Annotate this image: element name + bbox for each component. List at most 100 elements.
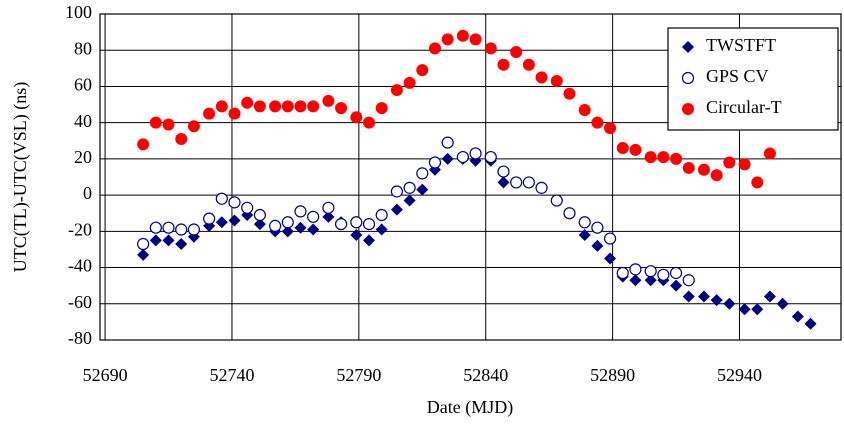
point [375,208,388,222]
point [723,156,736,169]
point [428,42,441,55]
y-axis-label: UTC(TL)-UTC(VSL) (ns) [10,82,31,272]
point [416,167,429,180]
x-axis-label: Date (MJD) [427,397,513,418]
point [390,84,403,97]
y-tick-label: 80 [74,38,92,58]
point [350,111,363,124]
point [497,165,510,178]
y-tick-label: 40 [74,111,92,131]
point [175,238,188,251]
x-tick-label: 52690 [83,365,128,385]
point [723,297,736,310]
point [241,96,254,109]
point [215,192,228,205]
point [682,161,695,174]
point [738,158,751,171]
point [428,156,442,169]
point [644,265,657,278]
point [469,147,482,160]
point [497,176,510,189]
legend-label: Circular-T [706,97,782,117]
point [253,100,266,113]
point [322,210,335,223]
point [228,196,241,209]
point [550,75,563,88]
point [669,266,683,280]
point [294,100,307,113]
point [497,58,510,71]
y-tick-label: 0 [83,183,92,203]
x-tick-label: 52790 [336,365,381,385]
point [390,203,403,216]
point [253,208,266,222]
point [268,219,282,232]
point [350,228,363,241]
point [203,212,216,225]
point [469,33,482,46]
point [149,221,162,234]
y-tick-label: -80 [68,328,92,348]
y-tick-label: -40 [68,256,92,276]
point [294,221,307,234]
point [604,122,617,135]
point [710,294,723,307]
legend-marker [682,103,694,115]
point [591,239,604,252]
x-tick-label: 52740 [209,365,254,385]
point [162,118,175,131]
point [682,290,695,303]
point [203,107,216,120]
point [307,210,320,223]
point [187,120,200,133]
point [510,176,523,189]
point [175,132,188,145]
point [484,150,497,164]
point [307,100,320,113]
point [682,274,695,287]
point [456,150,469,164]
point [629,143,642,156]
y-tick-label: -20 [68,219,92,239]
x-tick-label: 52840 [463,365,508,385]
point [697,163,710,176]
point [763,290,776,303]
point [563,87,576,100]
point [670,279,683,292]
point [550,194,563,207]
legend-marker [682,41,694,53]
point [162,234,175,247]
point [522,58,535,71]
legend-label: TWSTFT [706,35,776,55]
point [281,216,294,229]
legend-box [667,27,839,131]
point [657,268,670,281]
point [510,46,523,59]
point [350,216,363,229]
point [137,237,150,251]
point [322,201,335,214]
point [578,103,591,116]
point [591,116,604,129]
point [563,207,576,220]
point [629,274,642,287]
point [362,217,376,231]
point [187,223,200,236]
point [253,218,266,231]
point [281,225,294,238]
point [215,100,228,113]
point [578,228,591,241]
point [441,152,454,165]
point [670,152,683,165]
legend-label: GPS CV [706,66,769,86]
point [137,138,150,151]
x-tick-label: 52890 [590,365,635,385]
point [751,303,764,316]
point [294,205,307,218]
y-tick-label: 20 [74,147,92,167]
point [322,94,335,107]
point [776,297,789,310]
point [149,116,162,129]
y-tick-label: -60 [68,292,92,312]
x-tick-label: 52940 [717,365,762,385]
